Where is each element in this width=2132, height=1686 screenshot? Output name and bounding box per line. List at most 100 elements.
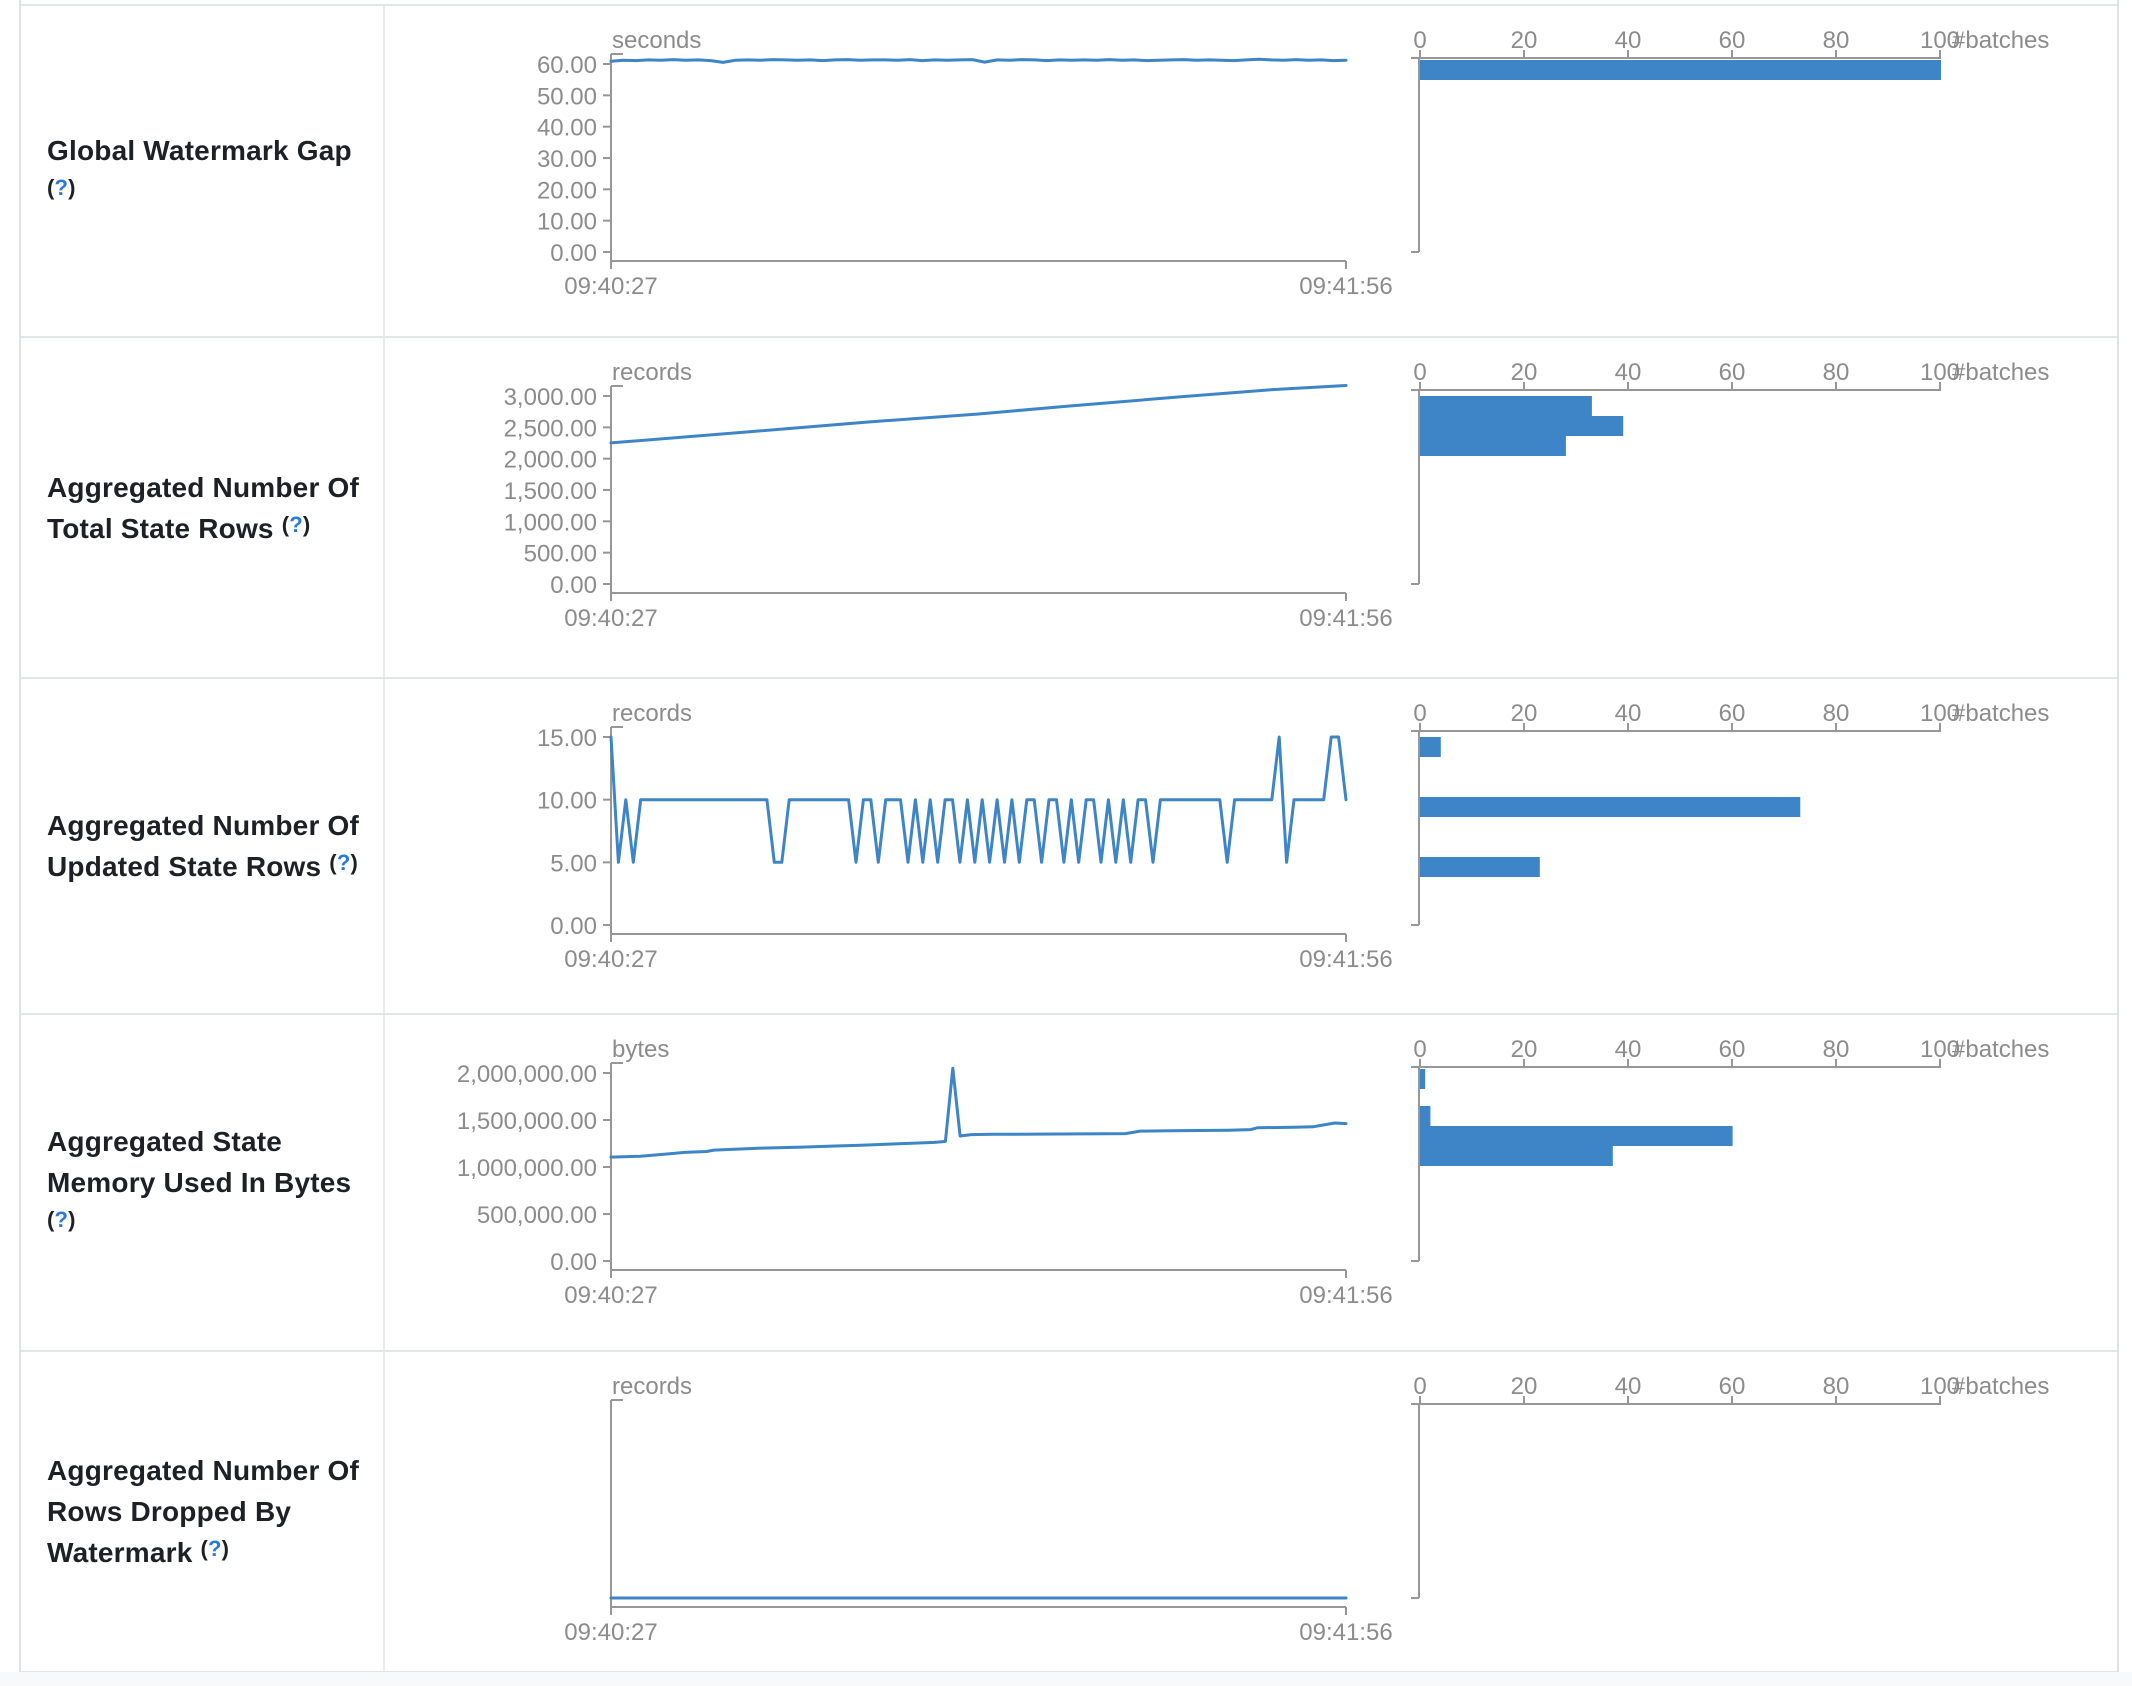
row-charts-svg: records 09:40:27 09:41:56 0 20 40 60 80 100#batc… bbox=[564, 1373, 2049, 1646]
timeline-unit-label: records bbox=[612, 700, 692, 727]
metric-name-text: Aggregated Number Of Updated State Rows bbox=[47, 810, 360, 882]
histogram-x-tick-label: 20 bbox=[1511, 1373, 1538, 1400]
metric-label-cell: Global Watermark Gap (?) bbox=[21, 6, 385, 336]
table-row: Aggregated State Memory Used In Bytes (?… bbox=[21, 1013, 2117, 1350]
question-mark-icon: ? bbox=[54, 175, 69, 200]
metric-name: Aggregated Number Of Total State Rows (?… bbox=[47, 467, 369, 549]
histogram-x-tick-label: 20 bbox=[1511, 27, 1538, 54]
table-row: Aggregated Number Of Rows Dropped By Wat… bbox=[21, 1350, 2117, 1673]
histogram-x-tick-label: 80 bbox=[1823, 700, 1850, 727]
timeline-x-end-label: 09:41:56 bbox=[1299, 273, 1392, 300]
metric-name: Aggregated Number Of Updated State Rows … bbox=[47, 805, 369, 887]
table-row: Aggregated Number Of Total State Rows (?… bbox=[21, 336, 2117, 677]
histogram-unit-label: #batches bbox=[1952, 359, 2049, 386]
timeline-x-end-label: 09:41:56 bbox=[1299, 1282, 1392, 1309]
histogram-x-tick-label: 100 bbox=[1920, 1036, 1960, 1063]
page-background-strip bbox=[0, 1672, 2132, 1686]
row-charts-svg: records 15.00 10.00 5.00 0.00 09:40:27 09:41:5… bbox=[537, 700, 2049, 973]
histogram-x-tick-label: 60 bbox=[1719, 359, 1746, 386]
histogram-x-tick-label: 20 bbox=[1511, 359, 1538, 386]
histogram-x-tick-label: 60 bbox=[1719, 27, 1746, 54]
metric-label-cell: Aggregated Number Of Rows Dropped By Wat… bbox=[21, 1352, 385, 1671]
row-charts-svg: bytes 2,000,000.00 1,500,000.00 1,000,000.0… bbox=[457, 1036, 2050, 1309]
timeline-data-line bbox=[609, 57, 1348, 64]
timeline-y-tick-label: 500.00 bbox=[524, 541, 597, 568]
histogram-x-tick-label: 100 bbox=[1920, 1373, 1960, 1400]
timeline-x-end-label: 09:41:56 bbox=[1299, 605, 1392, 632]
histogram-x-tick-label: 0 bbox=[1413, 1036, 1426, 1063]
histogram-bar bbox=[1420, 416, 1624, 436]
histogram-x-tick-label: 40 bbox=[1615, 1036, 1642, 1063]
histogram-unit-label: #batches bbox=[1952, 27, 2049, 54]
histogram-x-tick-label: 20 bbox=[1511, 1036, 1538, 1063]
timeline-y-tick-label: 5.00 bbox=[550, 850, 597, 877]
timeline-x-start-label: 09:40:27 bbox=[564, 1282, 657, 1309]
timeline-x-start-label: 09:40:27 bbox=[564, 605, 657, 632]
question-mark-icon: ? bbox=[54, 1207, 69, 1232]
question-mark-icon: ? bbox=[336, 850, 351, 875]
timeline-unit-label: records bbox=[612, 359, 692, 386]
histogram-x-tick-label: 80 bbox=[1823, 1036, 1850, 1063]
histogram-unit-label: #batches bbox=[1952, 1373, 2049, 1400]
charts-cell: records 3,000.00 2,500.00 2,000.00 1,500.00 1… bbox=[385, 338, 2119, 677]
histogram-x-tick-label: 60 bbox=[1719, 1036, 1746, 1063]
histogram-bar bbox=[1420, 737, 1441, 757]
timeline-y-tick-label: 2,000,000.00 bbox=[457, 1061, 597, 1088]
help-link[interactable]: (?) bbox=[47, 1207, 76, 1232]
timeline-data-line bbox=[609, 384, 1348, 445]
histogram-x-tick-label: 0 bbox=[1413, 27, 1426, 54]
metric-name-text: Aggregated Number Of Rows Dropped By Wat… bbox=[47, 1455, 360, 1568]
timeline-y-tick-label: 10.00 bbox=[537, 209, 597, 236]
timeline-x-start-label: 09:40:27 bbox=[564, 946, 657, 973]
timeline-y-tick-label: 2,500.00 bbox=[504, 415, 597, 442]
help-link[interactable]: (?) bbox=[200, 1536, 230, 1561]
histogram-x-tick-label: 40 bbox=[1615, 1373, 1642, 1400]
timeline-x-end-label: 09:41:56 bbox=[1299, 1619, 1392, 1646]
metric-label-cell: Aggregated Number Of Updated State Rows … bbox=[21, 679, 385, 1013]
timeline-y-tick-label: 0.00 bbox=[550, 240, 597, 267]
question-mark-icon: ? bbox=[208, 1536, 222, 1561]
histogram-x-tick-label: 60 bbox=[1719, 700, 1746, 727]
charts-cell: bytes 2,000,000.00 1,500,000.00 1,000,000.0… bbox=[385, 1015, 2119, 1350]
timeline-y-tick-label: 30.00 bbox=[537, 146, 597, 173]
help-link[interactable]: (?) bbox=[281, 511, 311, 537]
histogram-bar bbox=[1420, 797, 1801, 817]
metric-name-text: Aggregated State Memory Used In Bytes bbox=[47, 1126, 352, 1198]
histogram-x-tick-label: 60 bbox=[1719, 1373, 1746, 1400]
histogram-x-tick-label: 100 bbox=[1920, 359, 1960, 386]
timeline-y-tick-label: 0.00 bbox=[550, 572, 597, 599]
question-mark-icon: ? bbox=[289, 511, 303, 537]
timeline-y-tick-label: 10.00 bbox=[537, 788, 597, 815]
help-link[interactable]: (?) bbox=[47, 175, 76, 200]
histogram-bar bbox=[1420, 1126, 1733, 1146]
timeline-y-tick-label: 2,000.00 bbox=[504, 447, 597, 474]
histogram-bar bbox=[1420, 396, 1592, 416]
table-row: Aggregated Number Of Updated State Rows … bbox=[21, 677, 2117, 1013]
histogram-x-tick-label: 100 bbox=[1920, 700, 1960, 727]
help-link[interactable]: (?) bbox=[329, 850, 358, 875]
timeline-data-line bbox=[609, 1066, 1348, 1159]
timeline-y-tick-label: 0.00 bbox=[550, 913, 597, 940]
timeline-y-tick-label: 15.00 bbox=[537, 725, 597, 752]
timeline-y-tick-label: 1,500,000.00 bbox=[457, 1108, 597, 1135]
timeline-y-tick-label: 0.00 bbox=[550, 1249, 597, 1276]
table-row: Global Watermark Gap (?) seconds 60.00 50.… bbox=[21, 4, 2117, 336]
charts-cell: records 09:40:27 09:41:56 0 20 40 60 80 100 #batc… bbox=[385, 1352, 2119, 1671]
timeline-y-tick-label: 500,000.00 bbox=[477, 1202, 597, 1229]
histogram-x-tick-label: 40 bbox=[1615, 700, 1642, 727]
timeline-y-tick-label: 50.00 bbox=[537, 83, 597, 110]
histogram-unit-label: #batches bbox=[1952, 700, 2049, 727]
timeline-unit-label: bytes bbox=[612, 1036, 669, 1063]
histogram-bar bbox=[1420, 1069, 1426, 1089]
timeline-x-start-label: 09:40:27 bbox=[564, 1619, 657, 1646]
histogram-bar bbox=[1420, 60, 1941, 80]
histogram-x-tick-label: 0 bbox=[1413, 1373, 1426, 1400]
streaming-statistics-table: Global Watermark Gap (?) seconds 60.00 50.… bbox=[19, 0, 2119, 1673]
timeline-data-line bbox=[609, 735, 1348, 864]
timeline-y-tick-label: 1,500.00 bbox=[504, 478, 597, 505]
timeline-y-tick-label: 20.00 bbox=[537, 177, 597, 204]
histogram-x-tick-label: 80 bbox=[1823, 1373, 1850, 1400]
row-charts-svg: seconds 60.00 50.00 40.00 30.00 20.00 10.00 0.0… bbox=[537, 27, 2049, 300]
timeline-y-tick-label: 1,000.00 bbox=[504, 509, 597, 536]
histogram-x-tick-label: 80 bbox=[1823, 27, 1850, 54]
